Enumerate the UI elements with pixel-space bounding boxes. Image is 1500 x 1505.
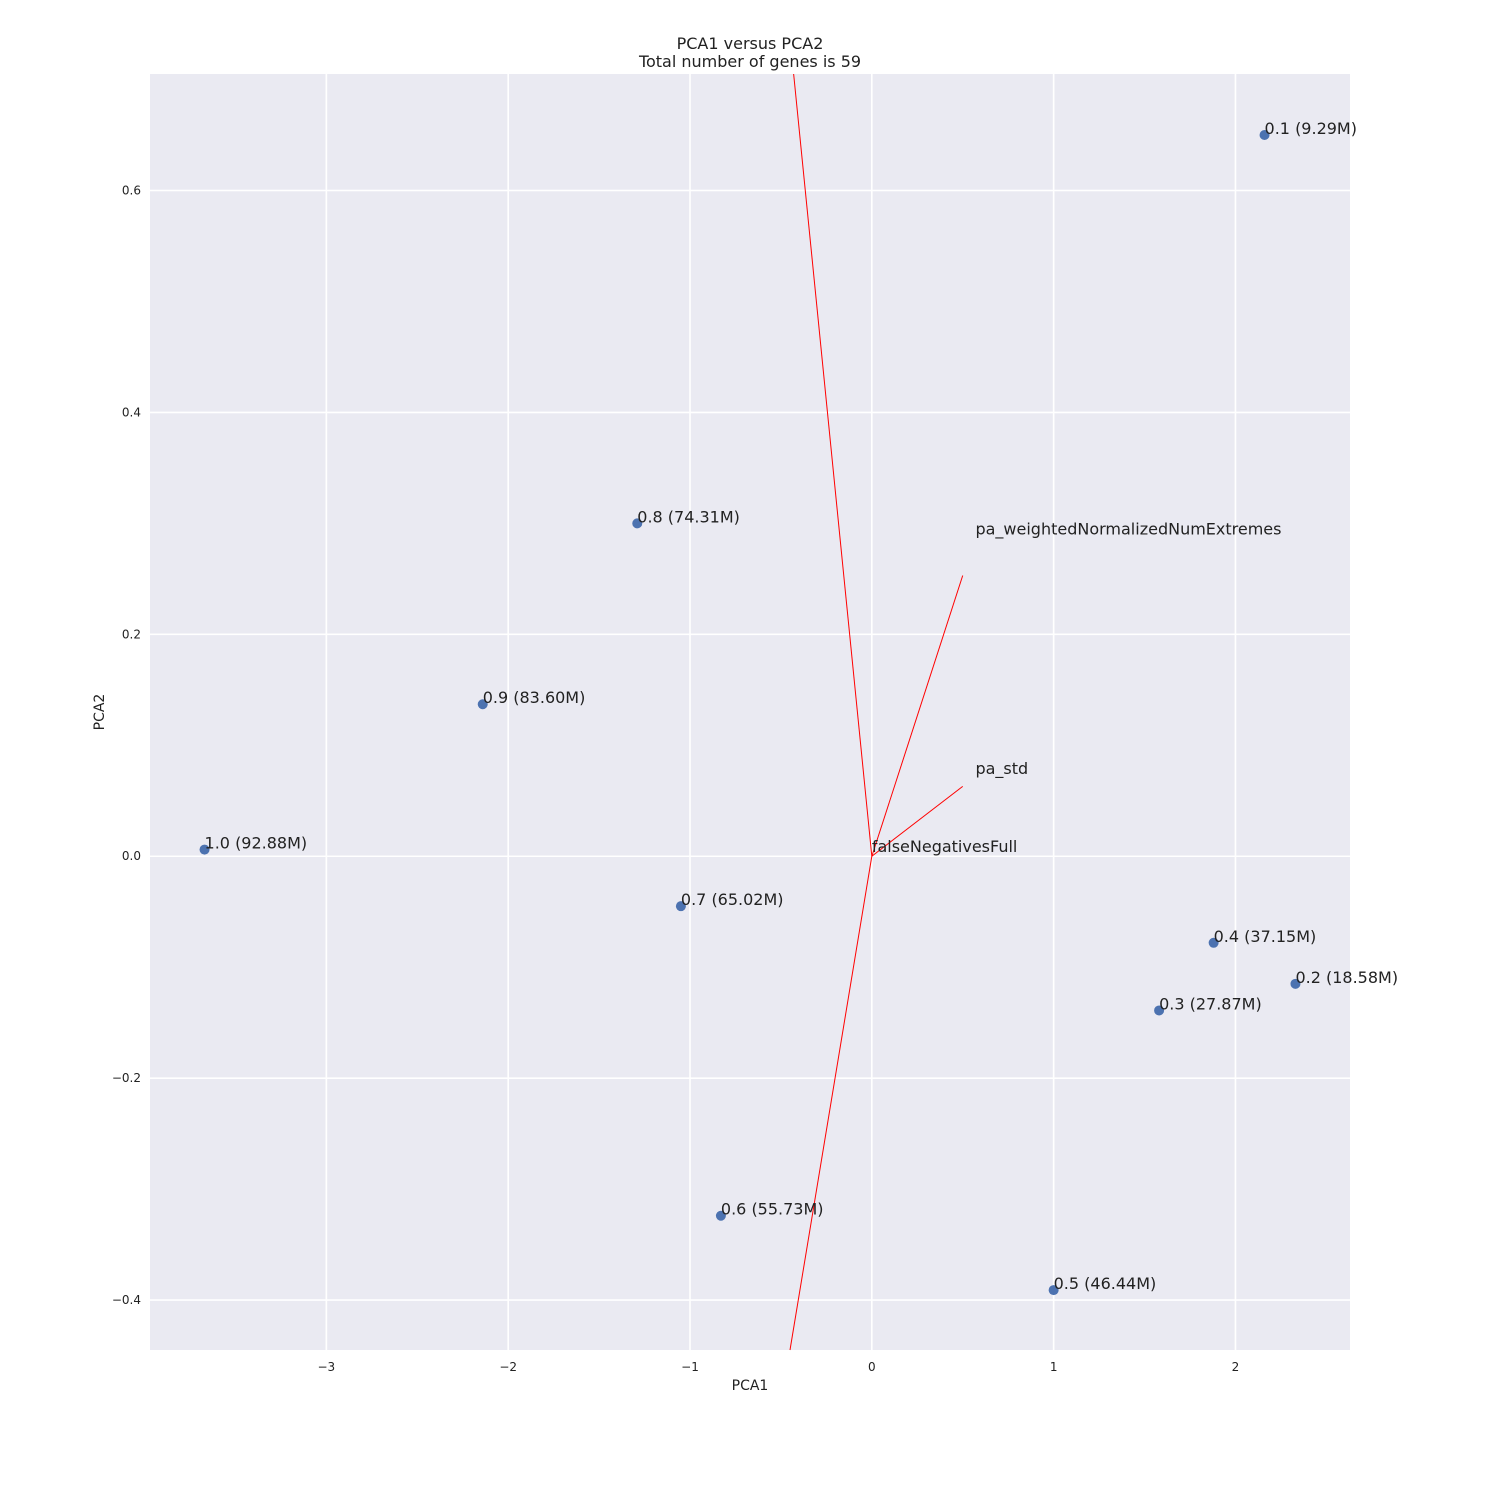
x-tick-label: 2 xyxy=(1232,1360,1240,1374)
data-point-label: 0.7 (65.02M) xyxy=(681,890,784,909)
y-tick-label: −0.2 xyxy=(112,1071,141,1085)
x-tick-label: 0 xyxy=(868,1360,876,1374)
loading-vector xyxy=(871,575,964,857)
grid-lines xyxy=(150,74,1350,1350)
chart-title-line2: Total number of genes is 59 xyxy=(638,52,861,71)
plot-area xyxy=(150,74,1350,1350)
loading-label: pa_weightedNormalizedNumExtremes xyxy=(975,519,1281,539)
data-point-label: 0.4 (37.15M) xyxy=(1214,927,1317,946)
data-point-label: 0.3 (27.87M) xyxy=(1159,994,1262,1013)
data-point xyxy=(477,699,488,710)
y-tick-label: 0.4 xyxy=(122,405,141,419)
loading-label: pa_std xyxy=(975,759,1028,779)
data-points: 0.1 (9.29M) 0.2 (18.58M) 0.3 (27.87M) 0.4 (… xyxy=(199,119,1398,1296)
data-point xyxy=(199,844,210,855)
data-point xyxy=(675,901,686,912)
x-tick-label: −3 xyxy=(318,1360,336,1374)
chart-title-line1: PCA1 versus PCA2 xyxy=(677,34,824,53)
data-point xyxy=(1259,130,1270,141)
data-point xyxy=(1154,1005,1165,1016)
loading-vector xyxy=(871,785,964,857)
data-point xyxy=(1048,1285,1059,1296)
loading-label: falseNegativesFull xyxy=(872,837,1018,856)
x-axis-label: PCA1 xyxy=(732,1378,769,1394)
data-point xyxy=(1290,978,1301,989)
x-tick-label: 1 xyxy=(1050,1360,1058,1374)
data-point xyxy=(632,518,643,529)
data-point-label: 0.5 (46.44M) xyxy=(1054,1274,1157,1293)
data-point xyxy=(1208,937,1219,948)
x-tick-label: −2 xyxy=(499,1360,517,1374)
data-point-label: 1.0 (92.88M) xyxy=(205,834,308,853)
data-point-label: 0.9 (83.60M) xyxy=(483,688,586,707)
y-tick-label: −0.4 xyxy=(112,1293,141,1307)
data-point-label: 0.8 (74.31M) xyxy=(637,507,740,526)
y-tick-label: 0.0 xyxy=(122,849,141,863)
loading-vectors: pa_weightedNormalizedNumExtremes pa_stdfa… xyxy=(789,73,1281,1351)
axis-ticks: −3 −2 −1 0 1 2 −0.4 −0.2 0.0 0.2 0.4 0.6 xyxy=(112,184,1239,1374)
y-tick-label: 0.6 xyxy=(122,184,141,198)
x-tick-label: −1 xyxy=(681,1360,699,1374)
y-axis-label: PCA2 xyxy=(92,694,108,731)
data-point xyxy=(715,1210,726,1221)
data-point-label: 0.1 (9.29M) xyxy=(1265,119,1357,138)
y-tick-label: 0.2 xyxy=(122,627,141,641)
loading-vector xyxy=(793,73,873,857)
data-point-label: 0.2 (18.58M) xyxy=(1295,968,1398,987)
loading-vector xyxy=(789,856,873,1351)
data-point-label: 0.6 (55.73M) xyxy=(721,1200,824,1219)
